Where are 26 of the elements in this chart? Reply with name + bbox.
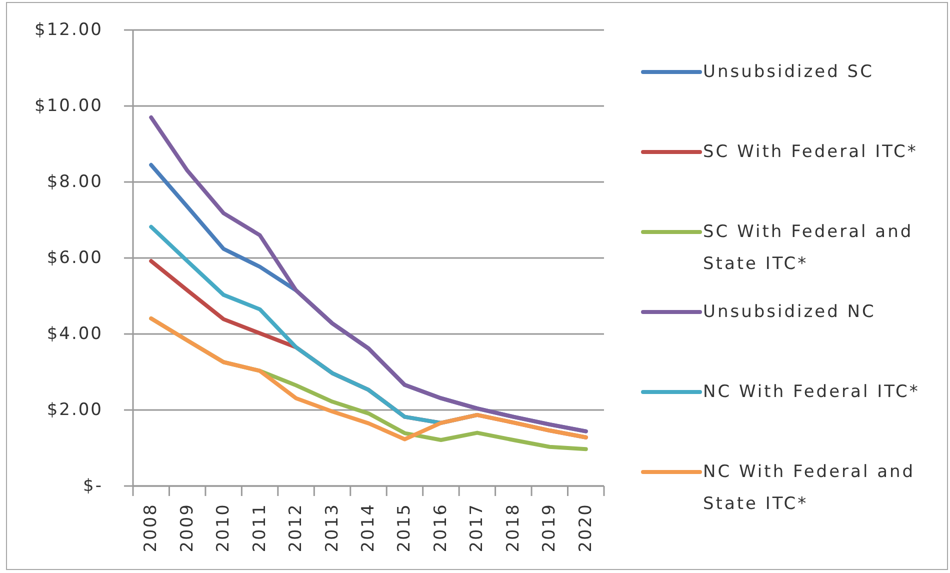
y-tick-label: $10.00 (34, 96, 103, 116)
legend-label: SC With Federal ITC* (703, 142, 918, 162)
y-tick-label: $4.00 (46, 324, 103, 344)
legend-label: Unsubsidized NC (703, 302, 876, 322)
x-tick-label: 2018 (503, 503, 524, 552)
legend-label: SC With Federal and State ITC* (703, 222, 914, 274)
y-tick-label: $- (83, 476, 103, 496)
x-tick-label: 2008 (141, 503, 162, 552)
x-tick-label: 2015 (394, 503, 415, 552)
x-tick-label: 2014 (358, 503, 378, 552)
legend-label: Unsubsidized SC (703, 62, 874, 82)
legend-label: NC With Federal ITC* (703, 382, 920, 402)
y-tick-label: $8.00 (46, 172, 103, 192)
x-tick-label: 2020 (576, 503, 596, 552)
x-tick-label: 2011 (250, 503, 270, 552)
legend-label: NC With Federal and State ITC* (703, 462, 916, 514)
y-tick-label: $2.00 (46, 400, 103, 420)
x-tick-label: 2019 (540, 503, 560, 552)
x-tick-label: 2012 (286, 503, 306, 552)
x-tick-label: 2010 (214, 503, 234, 552)
x-tick-label: 2016 (430, 503, 451, 552)
y-tick-label: $12.00 (34, 20, 103, 40)
x-tick-label: 2017 (467, 503, 488, 552)
y-tick-label: $6.00 (46, 248, 103, 268)
x-tick-label: 2009 (177, 503, 198, 552)
x-tick-label: 2013 (322, 503, 342, 552)
